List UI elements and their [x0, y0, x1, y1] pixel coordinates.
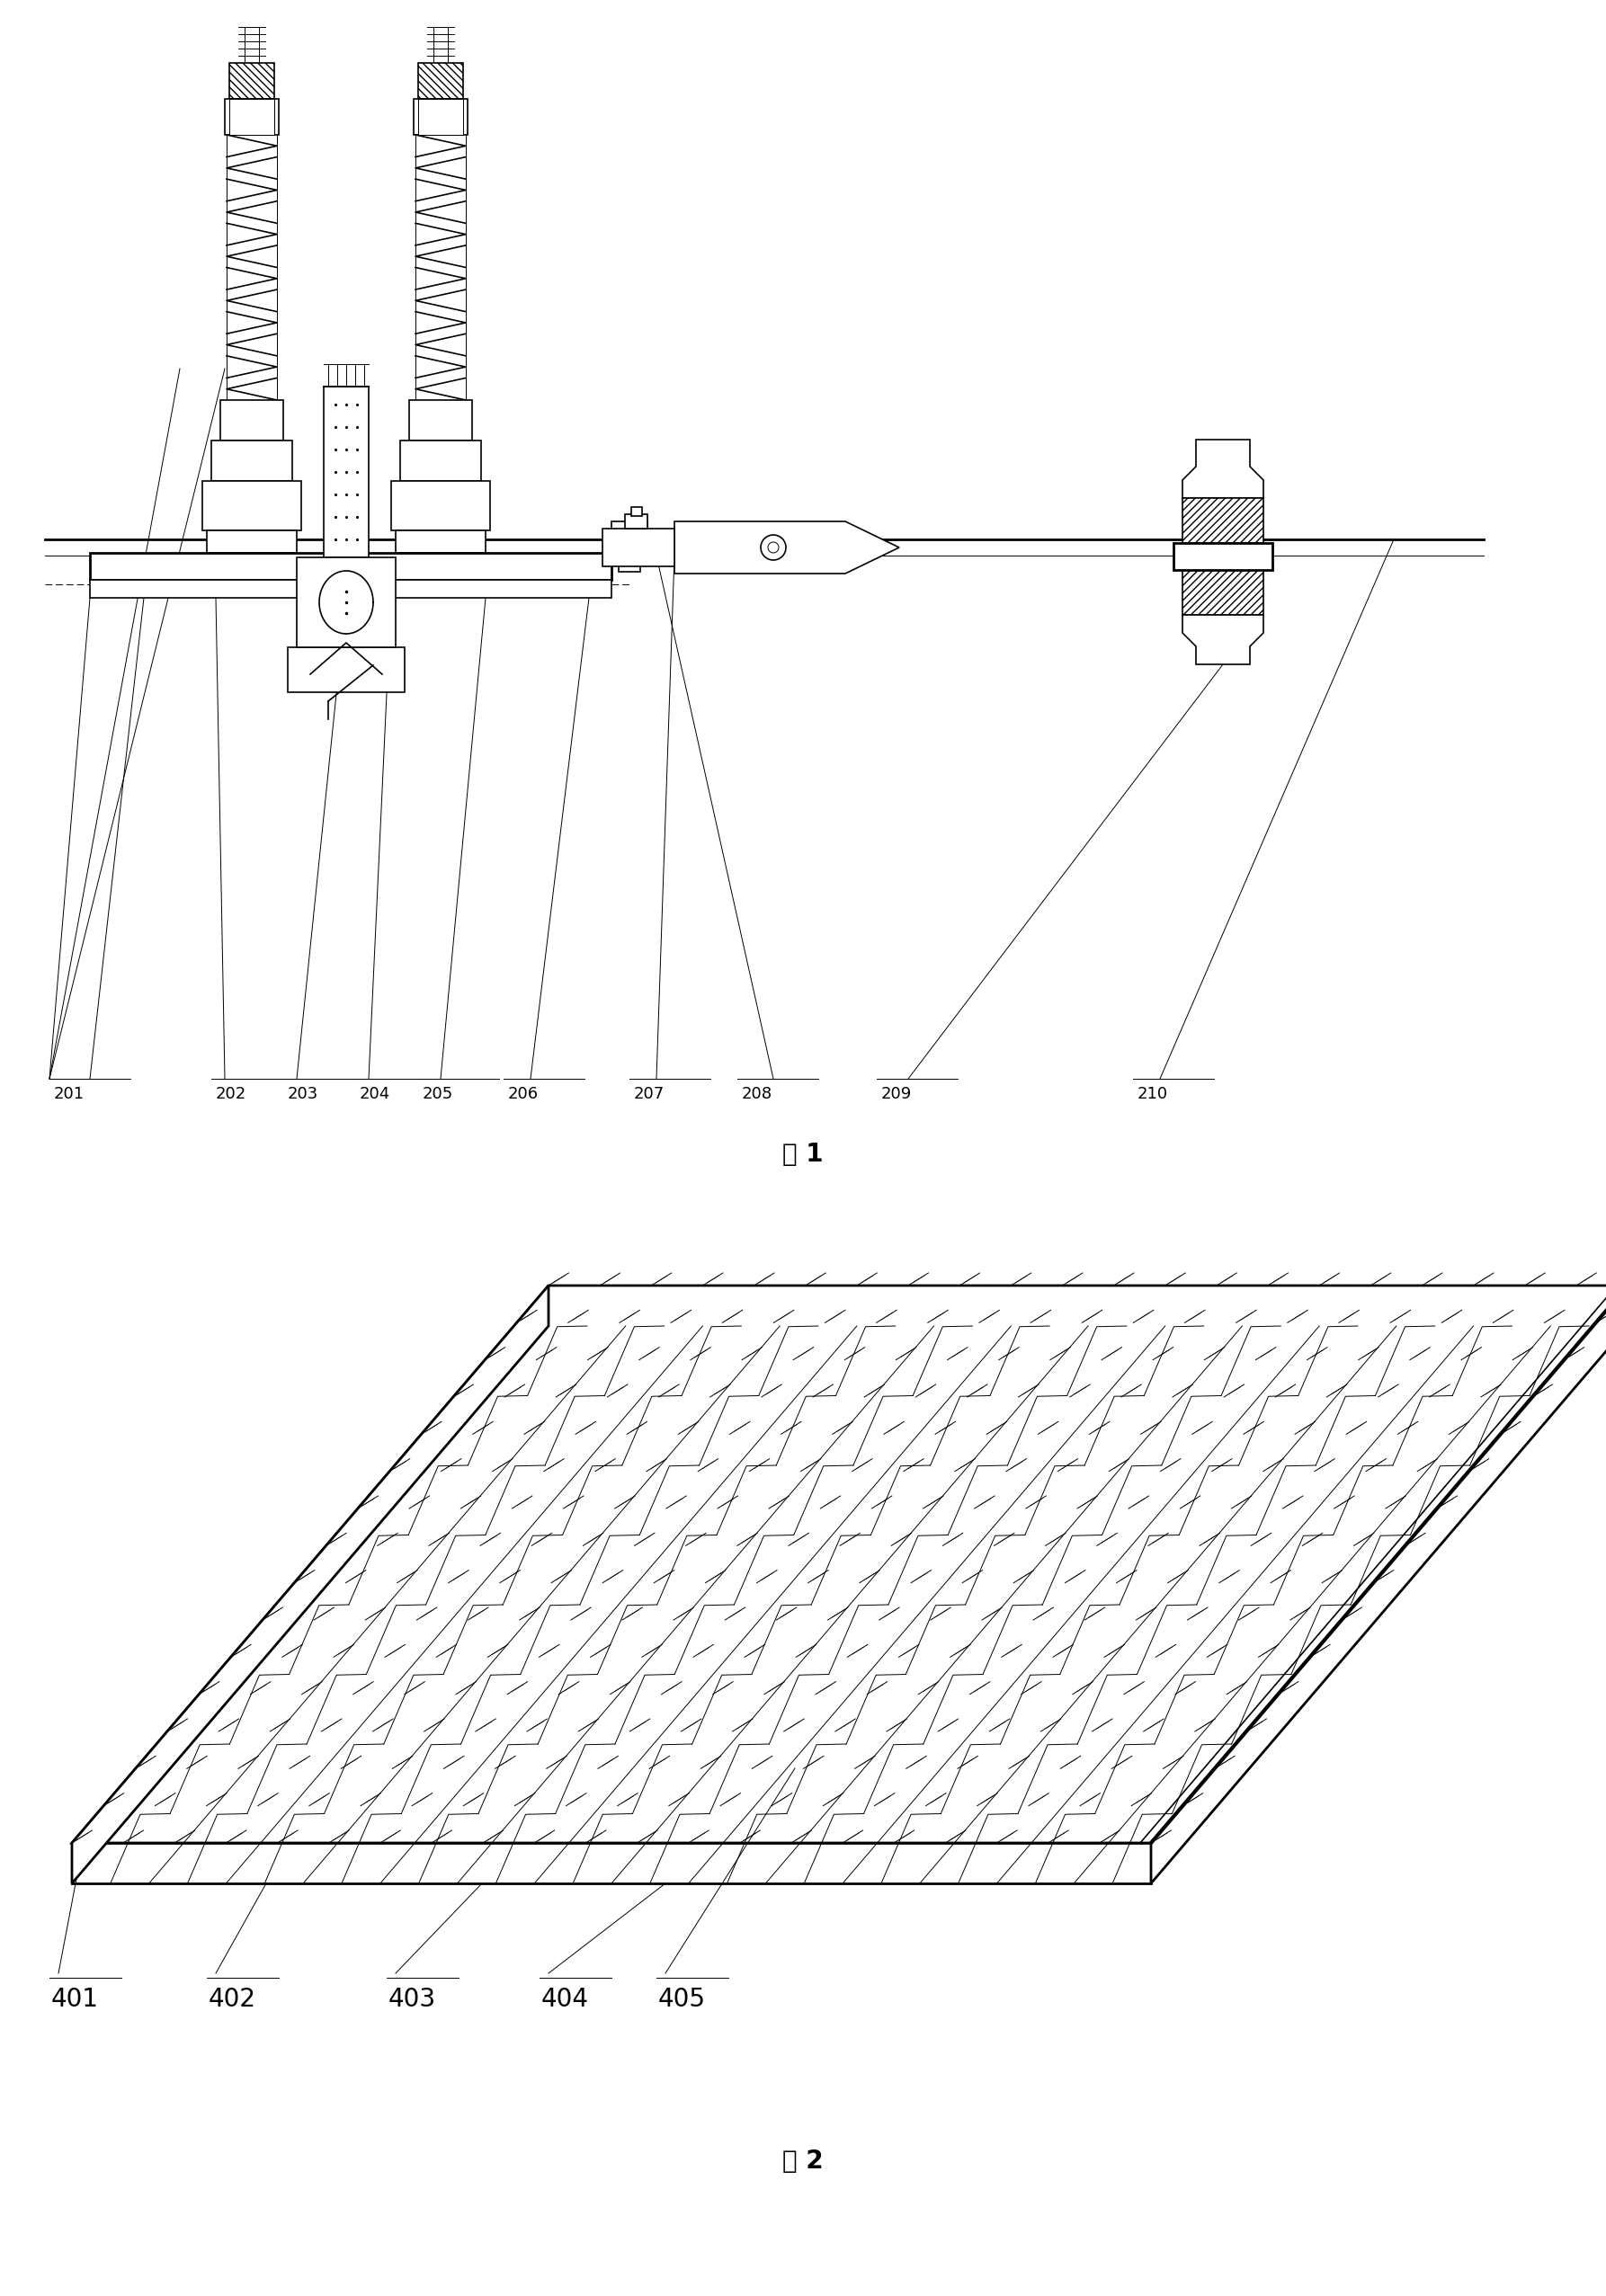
Bar: [418, 99, 463, 135]
Bar: [297, 558, 395, 647]
Polygon shape: [72, 1286, 1606, 1844]
Bar: [90, 581, 612, 597]
Bar: [392, 480, 490, 530]
Text: 401: 401: [51, 1986, 100, 2011]
Text: 206: 206: [507, 1086, 538, 1102]
Bar: [324, 386, 369, 558]
Text: 204: 204: [360, 1086, 390, 1102]
Text: 403: 403: [389, 1986, 437, 2011]
Bar: [602, 528, 675, 567]
Text: 210: 210: [1137, 1086, 1168, 1102]
Circle shape: [761, 535, 785, 560]
Bar: [225, 99, 279, 135]
Bar: [414, 99, 467, 135]
Bar: [230, 62, 275, 99]
Text: 203: 203: [287, 1086, 318, 1102]
Text: 201: 201: [55, 1086, 85, 1102]
Bar: [625, 514, 647, 528]
Text: 208: 208: [742, 1086, 772, 1102]
Text: 207: 207: [634, 1086, 665, 1102]
Text: 205: 205: [422, 1086, 453, 1102]
Circle shape: [768, 542, 779, 553]
Bar: [395, 530, 485, 553]
Polygon shape: [1182, 439, 1264, 498]
Bar: [410, 400, 472, 441]
Bar: [1182, 498, 1264, 542]
Text: 202: 202: [215, 1086, 247, 1102]
Bar: [207, 530, 297, 553]
Text: 209: 209: [882, 1086, 912, 1102]
Bar: [618, 556, 641, 572]
Text: 405: 405: [658, 1986, 707, 2011]
Polygon shape: [1152, 1286, 1606, 1883]
Bar: [1174, 542, 1272, 569]
Bar: [418, 62, 463, 99]
Bar: [400, 441, 482, 480]
Bar: [612, 521, 647, 535]
Polygon shape: [1182, 615, 1264, 664]
Text: 404: 404: [541, 1986, 589, 2011]
Text: 图 1: 图 1: [782, 1141, 824, 1166]
Bar: [287, 647, 405, 691]
Bar: [212, 441, 292, 480]
Bar: [230, 99, 275, 135]
Polygon shape: [72, 1844, 1152, 1883]
Text: 402: 402: [209, 1986, 257, 2011]
Bar: [220, 400, 283, 441]
Bar: [1182, 569, 1264, 615]
Bar: [90, 553, 612, 581]
Polygon shape: [72, 1286, 549, 1883]
Polygon shape: [675, 521, 899, 574]
Text: 图 2: 图 2: [782, 2149, 824, 2174]
Bar: [631, 507, 642, 517]
Bar: [202, 480, 302, 530]
